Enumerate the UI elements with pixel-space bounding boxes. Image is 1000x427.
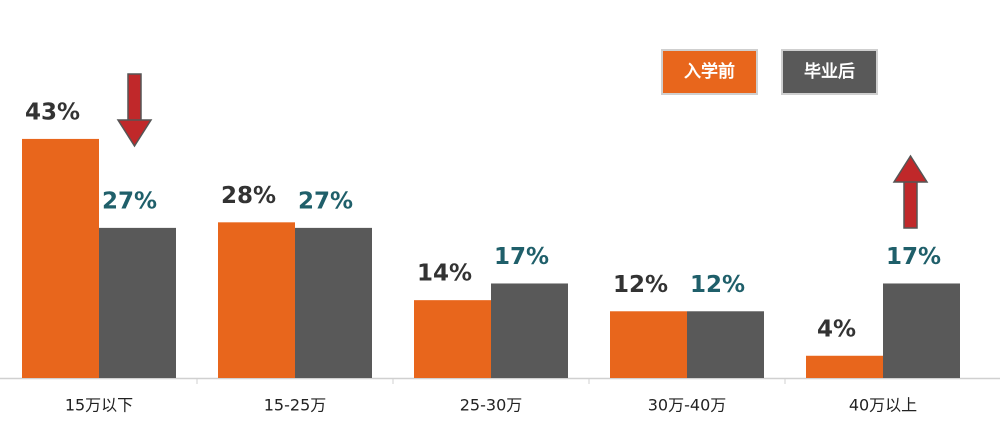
- bar: [99, 227, 176, 378]
- value-label: 28%: [221, 183, 276, 209]
- bar: [610, 311, 687, 378]
- value-label: 4%: [817, 316, 856, 342]
- value-label: 43%: [25, 99, 80, 125]
- bar: [414, 300, 491, 378]
- x-tick-label: 15万以下: [65, 396, 133, 415]
- value-label: 12%: [613, 272, 668, 298]
- x-tick-label: 25-30万: [460, 396, 523, 415]
- x-tick-label: 15-25万: [264, 396, 327, 415]
- value-label: 27%: [298, 188, 353, 214]
- value-label: 17%: [494, 244, 549, 270]
- legend-label: 毕业后: [804, 62, 855, 82]
- bar: [22, 138, 99, 378]
- bar: [218, 222, 295, 378]
- value-label: 12%: [690, 272, 745, 298]
- legend: 入学前 毕业后: [661, 49, 878, 95]
- value-label: 14%: [417, 261, 472, 287]
- bar: [295, 227, 372, 378]
- legend-label: 入学前: [684, 61, 735, 82]
- bar: [491, 283, 568, 378]
- legend-swatch: [781, 49, 878, 95]
- bar: [883, 283, 960, 378]
- down-arrow: [116, 73, 153, 148]
- value-label: 27%: [102, 188, 157, 214]
- bar: [806, 355, 883, 378]
- value-label: 17%: [886, 244, 941, 270]
- bar: [687, 311, 764, 378]
- x-tick-label: 40万以上: [849, 396, 917, 415]
- legend-swatch: [661, 49, 758, 95]
- up-arrow: [892, 154, 929, 229]
- x-tick-label: 30万-40万: [648, 396, 727, 415]
